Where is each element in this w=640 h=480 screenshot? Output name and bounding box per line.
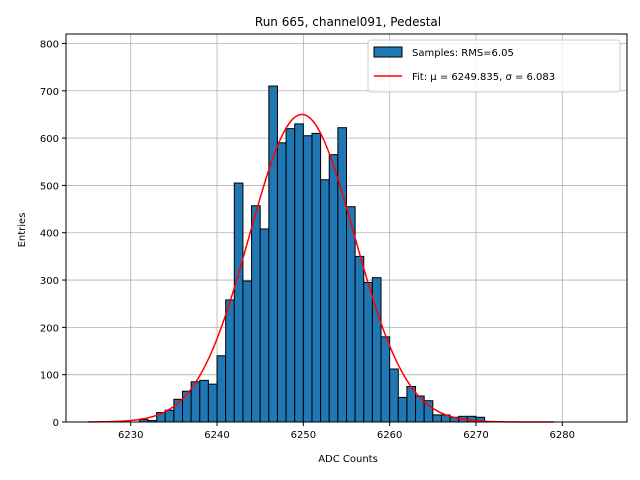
x-tick-label: 6270 [463, 430, 488, 441]
histogram-bar [354, 255, 365, 423]
histogram-bar [164, 409, 175, 423]
histogram-bar [182, 390, 192, 423]
x-axis-label: ADC Counts [318, 454, 378, 465]
x-tick-label: 6250 [291, 430, 316, 441]
histogram-bar [233, 182, 244, 423]
x-axis-ticks: 6230 6240 6250 6260 6270 6280 [118, 422, 575, 441]
y-tick-label: 800 [40, 39, 59, 50]
histogram-bar [397, 396, 408, 423]
histogram-bar [259, 228, 270, 423]
histogram-bar [268, 85, 278, 423]
histogram-bar [199, 379, 209, 423]
histogram-bar [380, 336, 391, 423]
x-tick-label: 6230 [118, 430, 143, 441]
legend-swatch-samples [373, 46, 403, 58]
y-tick-label: 300 [40, 276, 59, 287]
y-tick-label: 100 [40, 371, 59, 382]
histogram-bar [363, 281, 373, 423]
histogram-bar [423, 400, 434, 423]
histogram-bar [251, 205, 261, 423]
y-tick-label: 600 [40, 134, 59, 145]
y-axis-ticks: 0 100 200 300 400 500 600 700 800 [40, 39, 66, 429]
plot-frame [65, 33, 628, 423]
legend-box [367, 39, 621, 93]
histogram-bar [285, 128, 296, 423]
histogram-bar [337, 127, 348, 423]
histogram-bar [432, 414, 442, 423]
histogram-bar [225, 299, 235, 423]
histogram-bar [302, 135, 313, 423]
histogram-bars [138, 85, 486, 423]
histogram-bar [311, 132, 322, 423]
histogram-bar [320, 179, 330, 423]
y-tick-label: 0 [53, 418, 59, 429]
chart-title: Run 665, channel091, Pedestal [255, 15, 441, 29]
legend-label-samples: Samples: RMS=6.05 [412, 48, 514, 59]
histogram-bar [328, 154, 339, 423]
fit-curve [87, 113, 554, 423]
histogram-bar [346, 206, 356, 423]
y-tick-label: 200 [40, 323, 59, 334]
histogram-bar [294, 123, 304, 423]
histogram-bar [389, 368, 399, 423]
histogram-bar [207, 383, 218, 423]
legend-label-fit: Fit: μ = 6249.835, σ = 6.083 [412, 72, 555, 83]
x-tick-label: 6240 [204, 430, 229, 441]
y-tick-label: 500 [40, 181, 59, 192]
x-tick-label: 6280 [550, 430, 575, 441]
histogram-bar [242, 280, 253, 423]
x-tick-label: 6260 [377, 430, 402, 441]
y-tick-label: 400 [40, 229, 59, 240]
y-tick-label: 700 [40, 87, 59, 98]
histogram-bar [276, 142, 287, 423]
y-axis-label: Entries [17, 213, 28, 248]
legend: Samples: RMS=6.05 Fit: μ = 6249.835, σ =… [367, 39, 621, 93]
histogram-bar [216, 355, 227, 423]
